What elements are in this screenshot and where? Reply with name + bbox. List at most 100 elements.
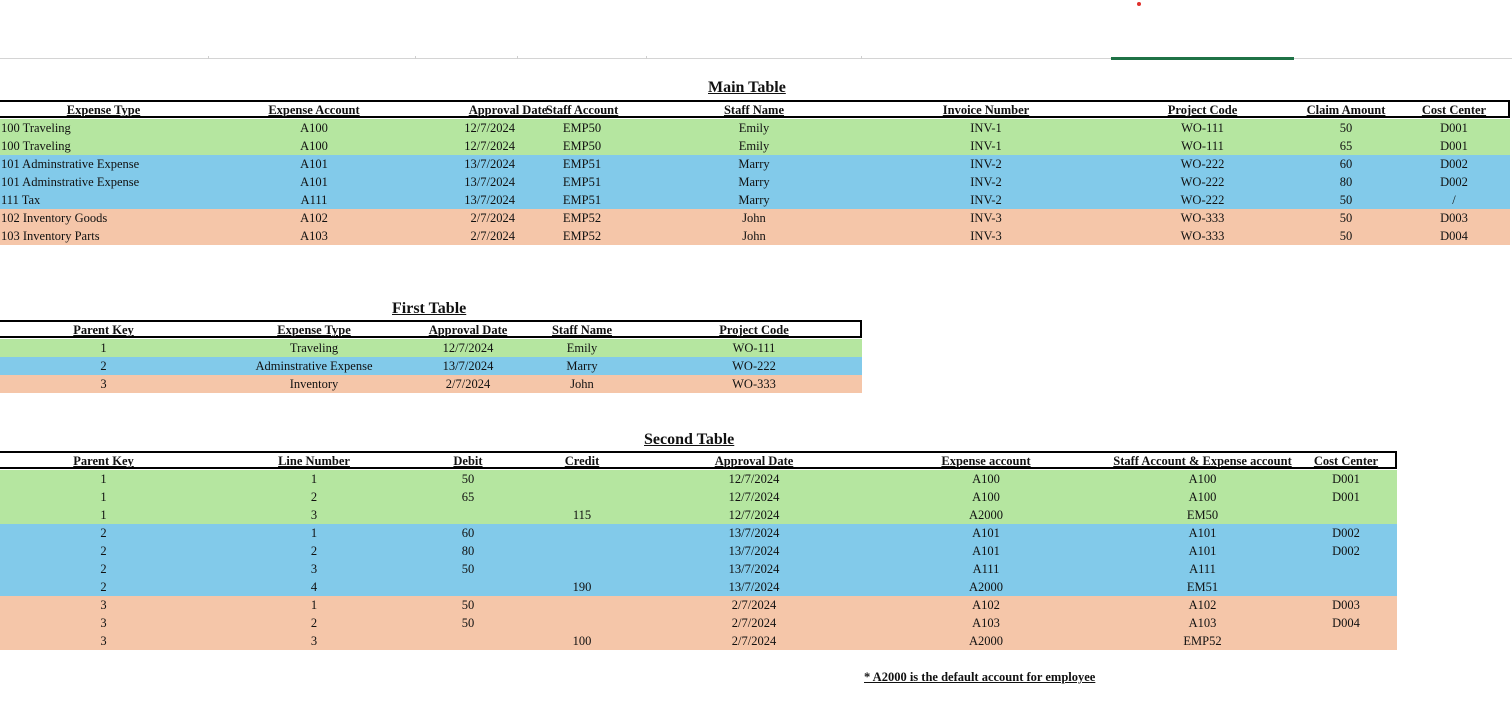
- table-cell[interactable]: 2/7/2024: [731, 616, 777, 630]
- table-cell[interactable]: 2: [310, 544, 318, 558]
- table-cell[interactable]: 3: [100, 377, 107, 391]
- table-cell[interactable]: 13/7/2024: [464, 175, 515, 189]
- table-cell[interactable]: 1: [100, 472, 107, 486]
- table-cell[interactable]: 100: [572, 634, 592, 648]
- table-cell[interactable]: 12/7/2024: [442, 341, 494, 355]
- table-cell[interactable]: 2: [100, 544, 107, 558]
- column-header[interactable]: Parent Key: [73, 454, 134, 468]
- table-cell[interactable]: A101: [1188, 544, 1217, 558]
- table-cell[interactable]: A101: [1188, 526, 1217, 540]
- table-cell[interactable]: 2/7/2024: [445, 377, 491, 391]
- table-cell[interactable]: 12/7/2024: [464, 121, 515, 135]
- column-header[interactable]: Project Code: [1167, 103, 1238, 117]
- table-cell[interactable]: [521, 542, 643, 560]
- column-header[interactable]: Cost Center: [1313, 454, 1379, 468]
- table-cell[interactable]: A102: [972, 598, 1000, 612]
- table-cell[interactable]: EMP52: [562, 211, 602, 225]
- table-cell[interactable]: [1294, 578, 1398, 596]
- table-cell[interactable]: 3: [310, 508, 318, 522]
- table-cell[interactable]: 80: [1339, 175, 1353, 189]
- table-cell[interactable]: A2000: [968, 580, 1004, 594]
- table-cell[interactable]: EMP52: [562, 229, 602, 243]
- table-cell[interactable]: Marry: [738, 175, 770, 189]
- table-cell[interactable]: 50: [1339, 229, 1353, 243]
- table-cell[interactable]: /: [1452, 193, 1456, 207]
- table-cell[interactable]: D002: [1440, 157, 1468, 171]
- table-cell[interactable]: WO-222: [1180, 193, 1225, 207]
- table-cell[interactable]: EMP50: [562, 139, 602, 153]
- table-cell[interactable]: 3: [100, 616, 107, 630]
- table-cell[interactable]: D004: [1440, 229, 1468, 243]
- table-cell[interactable]: A103: [300, 229, 328, 243]
- table-cell[interactable]: A111: [1189, 562, 1216, 576]
- table-cell[interactable]: WO-333: [1180, 211, 1225, 225]
- table-cell[interactable]: 13/7/2024: [464, 193, 515, 207]
- table-cell[interactable]: A101: [972, 544, 1000, 558]
- table-cell[interactable]: 4: [310, 580, 318, 594]
- table-cell[interactable]: Emily: [738, 121, 770, 135]
- table-cell[interactable]: A101: [300, 175, 328, 189]
- table-cell[interactable]: D001: [1332, 490, 1360, 504]
- table-cell[interactable]: INV-2: [970, 175, 1002, 189]
- table-cell[interactable]: D001: [1332, 472, 1360, 486]
- table-cell[interactable]: 1: [310, 598, 318, 612]
- table-cell[interactable]: Marry: [566, 359, 598, 373]
- table-cell[interactable]: Marry: [738, 193, 770, 207]
- table-cell[interactable]: 3: [310, 634, 318, 648]
- table-cell[interactable]: [521, 524, 643, 542]
- table-cell[interactable]: Adminstrative Expense: [255, 359, 373, 373]
- table-cell[interactable]: 60: [461, 526, 475, 540]
- table-cell[interactable]: 50: [1339, 121, 1353, 135]
- table-cell[interactable]: INV-2: [970, 193, 1002, 207]
- table-cell[interactable]: EMP51: [562, 175, 602, 189]
- table-cell[interactable]: Traveling: [289, 341, 339, 355]
- table-cell[interactable]: 100 Traveling: [1, 139, 71, 153]
- table-cell[interactable]: EMP51: [562, 157, 602, 171]
- column-header[interactable]: Approval Date: [428, 323, 508, 337]
- table-cell[interactable]: 65: [1339, 139, 1353, 153]
- table-cell[interactable]: 190: [572, 580, 592, 594]
- table-cell[interactable]: WO-222: [732, 359, 776, 373]
- table-cell[interactable]: Emily: [566, 341, 598, 355]
- table-cell[interactable]: EM51: [1186, 580, 1219, 594]
- table-cell[interactable]: [521, 614, 643, 632]
- table-cell[interactable]: EMP52: [1183, 634, 1222, 648]
- table-cell[interactable]: EMP51: [562, 193, 602, 207]
- table-cell[interactable]: 13/7/2024: [442, 359, 494, 373]
- table-cell[interactable]: 12/7/2024: [728, 472, 780, 486]
- table-cell[interactable]: INV-1: [970, 121, 1002, 135]
- table-cell[interactable]: A100: [300, 121, 328, 135]
- table-cell[interactable]: John: [742, 211, 766, 225]
- table-cell[interactable]: 2: [100, 580, 107, 594]
- table-cell[interactable]: 50: [1339, 193, 1353, 207]
- column-header[interactable]: Staff Name: [723, 103, 785, 117]
- table-cell[interactable]: 50: [461, 472, 475, 486]
- table-cell[interactable]: 1: [100, 508, 107, 522]
- table-cell[interactable]: Emily: [738, 139, 770, 153]
- table-cell[interactable]: 111 Tax: [1, 193, 41, 207]
- table-cell[interactable]: 2: [100, 562, 107, 576]
- column-header[interactable]: Invoice Number: [942, 103, 1030, 117]
- table-cell[interactable]: 3: [100, 634, 107, 648]
- table-cell[interactable]: D002: [1332, 544, 1360, 558]
- table-cell[interactable]: 50: [461, 562, 475, 576]
- table-cell[interactable]: Inventory: [289, 377, 339, 391]
- column-header[interactable]: Debit: [453, 454, 483, 468]
- table-cell[interactable]: A100: [1188, 472, 1217, 486]
- table-cell[interactable]: A102: [1188, 598, 1217, 612]
- column-header[interactable]: Project Code: [719, 323, 789, 337]
- table-cell[interactable]: WO-111: [1181, 139, 1224, 153]
- table-cell[interactable]: WO-222: [1180, 157, 1225, 171]
- table-cell[interactable]: A103: [1188, 616, 1217, 630]
- table-cell[interactable]: 103 Inventory Parts: [1, 229, 100, 243]
- table-cell[interactable]: A101: [300, 157, 328, 171]
- table-cell[interactable]: [1294, 632, 1398, 650]
- column-header[interactable]: Expense Account: [268, 103, 360, 117]
- table-cell[interactable]: [415, 632, 521, 650]
- table-cell[interactable]: D003: [1332, 598, 1360, 612]
- table-cell[interactable]: 1: [100, 490, 107, 504]
- table-cell[interactable]: D002: [1440, 175, 1468, 189]
- column-header[interactable]: Credit: [564, 454, 600, 468]
- table-cell[interactable]: 2: [100, 526, 107, 540]
- table-cell[interactable]: A102: [300, 211, 328, 225]
